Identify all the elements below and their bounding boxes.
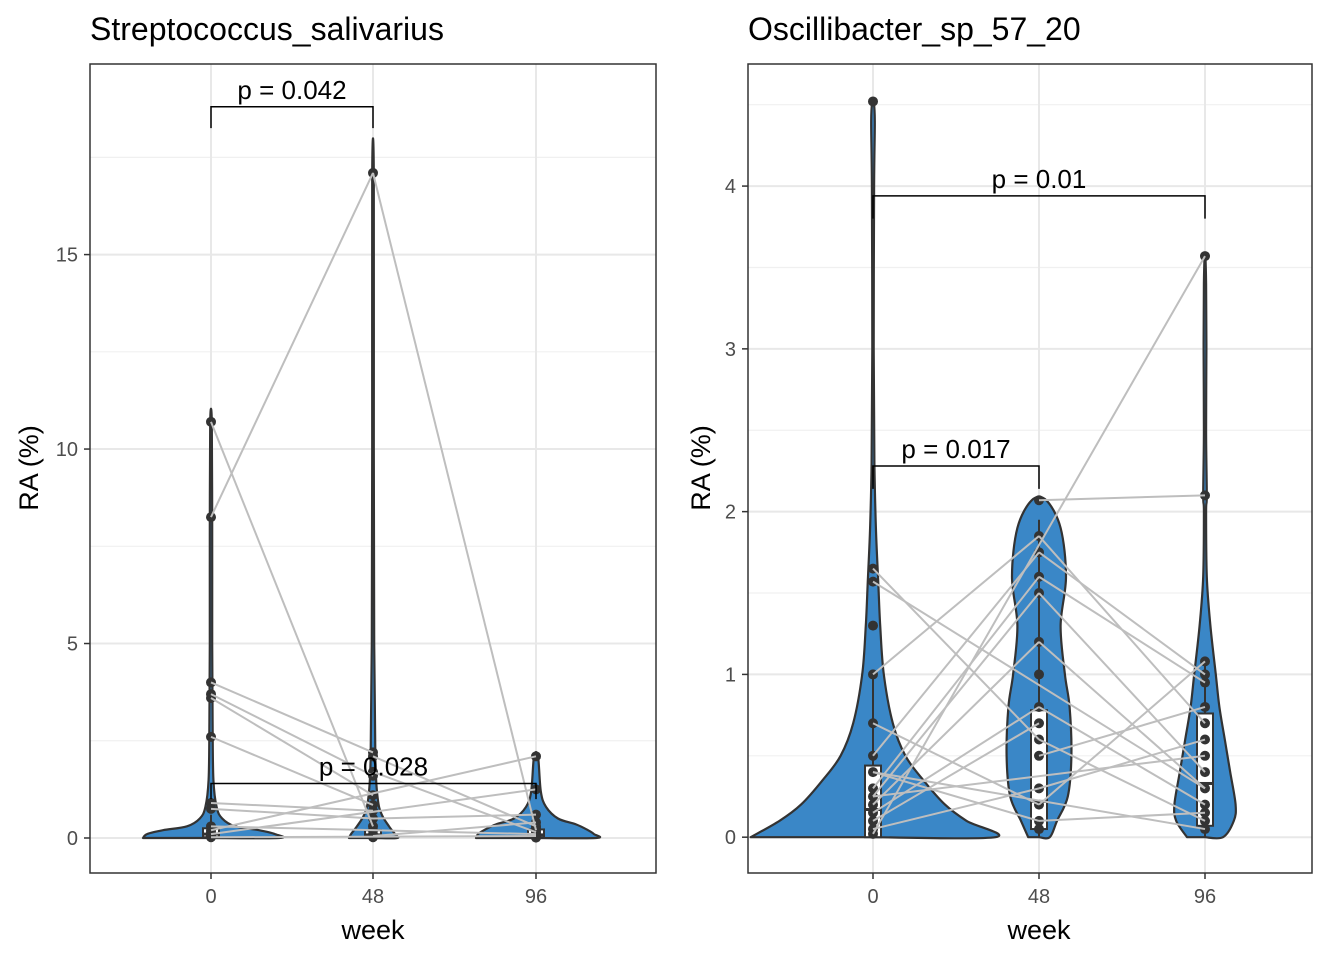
x-axis-title: week xyxy=(1006,915,1071,945)
paired-line xyxy=(872,592,1040,798)
bracket-line xyxy=(872,195,1206,219)
p-value-label: p = 0.028 xyxy=(319,752,428,782)
paired-line xyxy=(872,771,1040,822)
y-tick-label: 5 xyxy=(67,634,78,656)
y-tick-label: 0 xyxy=(725,827,736,849)
paired-line xyxy=(210,172,374,518)
data-point xyxy=(868,620,878,631)
y-tick-label: 15 xyxy=(56,245,78,267)
paired-line xyxy=(210,693,374,777)
y-axis-title: RA (%) xyxy=(14,425,44,511)
bracket-line xyxy=(872,465,1040,489)
paired-line xyxy=(872,722,1040,806)
paired-line xyxy=(1038,494,1206,502)
y-axis-title: RA (%) xyxy=(686,425,716,511)
paired-line xyxy=(372,172,537,831)
paired-line xyxy=(1038,738,1206,822)
p-value-label: p = 0.01 xyxy=(992,164,1087,194)
x-tick-label: 0 xyxy=(205,886,216,908)
p-value-label: p = 0.042 xyxy=(237,75,346,105)
x-tick-label: 48 xyxy=(362,886,384,908)
x-tick-label: 96 xyxy=(1194,886,1216,908)
paired-line xyxy=(1038,592,1206,773)
paired-line xyxy=(372,813,537,820)
chart-title: Oscillibacter_sp_57_20 xyxy=(748,11,1081,47)
data-point xyxy=(1034,669,1044,680)
y-tick-label: 2 xyxy=(725,502,736,524)
significance-bracket: p = 0.017 xyxy=(872,434,1040,489)
panel-border xyxy=(747,63,1313,874)
paired-line xyxy=(1038,551,1206,676)
paired-line xyxy=(210,801,374,812)
x-tick-label: 0 xyxy=(867,886,878,908)
paired-line xyxy=(372,770,537,834)
paired-line xyxy=(872,754,1206,798)
paired-line xyxy=(872,706,1040,814)
paired-line xyxy=(1038,706,1206,757)
paired-line xyxy=(872,255,1206,835)
plot-area xyxy=(749,96,1237,840)
significance-bracket: p = 0.042 xyxy=(210,75,374,129)
paired-line xyxy=(872,722,1040,822)
paired-line xyxy=(210,755,537,832)
x-tick-label: 48 xyxy=(1028,886,1050,908)
paired-line xyxy=(1038,575,1206,684)
panel-oscillibacter: Oscillibacter_sp_57_20 week RA (%) p = 0… xyxy=(686,11,1313,945)
y-tick-label: 3 xyxy=(725,339,736,361)
paired-line xyxy=(210,697,374,797)
paired-line xyxy=(210,421,374,827)
paired-line xyxy=(210,807,374,820)
paired-line xyxy=(1038,641,1206,790)
paired-line xyxy=(1038,706,1206,806)
paired-line xyxy=(210,681,374,754)
chart-title: Streptococcus_salivarius xyxy=(90,11,444,47)
paired-line xyxy=(872,771,1206,831)
paired-line xyxy=(872,576,1040,789)
x-tick-label: 96 xyxy=(525,886,547,908)
paired-line xyxy=(210,735,374,806)
significance-bracket: p = 0.01 xyxy=(872,164,1206,219)
y-tick-label: 4 xyxy=(725,176,736,198)
data-point xyxy=(868,96,878,107)
bracket-line xyxy=(210,106,374,129)
paired-line xyxy=(1038,811,1206,822)
y-tick-label: 10 xyxy=(56,439,78,461)
data-point xyxy=(1034,824,1044,835)
y-tick-label: 1 xyxy=(725,664,736,686)
paired-line xyxy=(210,825,537,836)
paired-line xyxy=(872,580,1206,790)
significance-bracket: p = 0.028 xyxy=(210,752,537,800)
y-tick-label: 0 xyxy=(67,828,78,850)
bracket-line xyxy=(210,782,537,800)
x-axis-title: week xyxy=(340,915,405,945)
paired-line xyxy=(372,821,537,838)
p-value-label: p = 0.017 xyxy=(901,434,1010,464)
paired-line xyxy=(1038,660,1206,806)
plot-area xyxy=(141,137,602,843)
paired-line xyxy=(872,567,1040,741)
panel-streptococcus: Streptococcus_salivarius week RA (%) p =… xyxy=(14,11,657,945)
paired-line xyxy=(210,835,537,839)
paired-line xyxy=(872,535,1040,676)
